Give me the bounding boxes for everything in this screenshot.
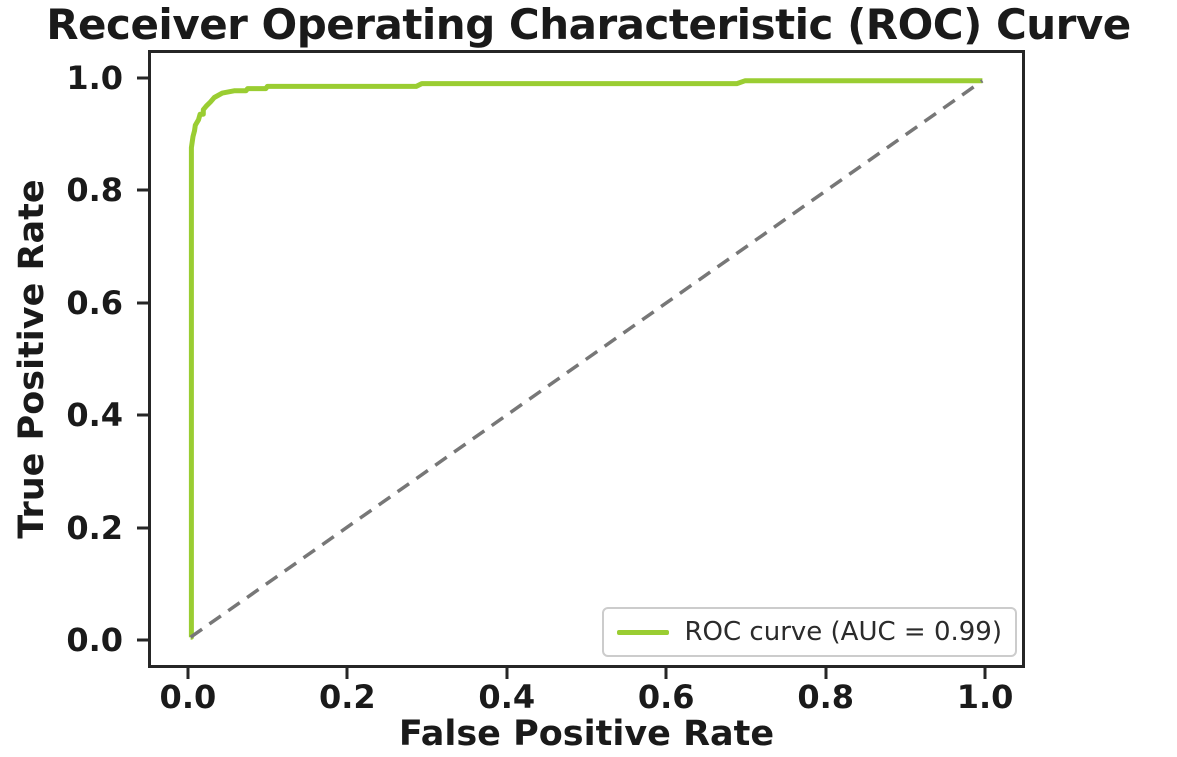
x-tick-mark [186,668,190,679]
roc-curve-line [188,78,983,640]
legend-box: ROC curve (AUC = 0.99) [602,607,1017,657]
y-tick-labels: 0.0 0.2 0.4 0.6 0.8 1.0 [0,50,131,668]
x-tick-labels: 0.0 0.2 0.4 0.6 0.8 1.0 [148,678,1025,716]
y-tick-label: 0.8 [66,171,123,210]
chance-diagonal-line [189,79,984,639]
x-tick-label: 1.0 [956,678,1014,716]
legend-roc-label: ROC curve (AUC = 0.99) [684,617,1002,647]
legend-roc-line-swatch [617,629,670,635]
x-tick-label: 0.4 [478,678,536,716]
x-axis-label: False Positive Rate [398,714,775,754]
x-axis-ticks [148,668,1025,679]
y-tick-mark [137,526,148,530]
y-tick-mark [137,301,148,305]
plot-svg [188,78,984,640]
y-tick-mark [137,76,148,80]
chart-title: Receiver Operating Characteristic (ROC) … [46,0,1131,49]
plot-area: ROC curve (AUC = 0.99) [148,50,1025,668]
x-tick-mark [505,668,509,679]
x-tick-label: 0.8 [797,678,854,716]
x-tick-mark [345,668,349,679]
y-tick-mark [137,638,148,642]
x-tick-label: 0.6 [637,678,695,716]
x-tick-label: 0.2 [318,678,376,716]
y-tick-label: 0.6 [66,283,123,322]
y-tick-mark [137,188,148,192]
x-tick-mark [824,668,828,679]
y-tick-label: 1.0 [66,59,123,98]
y-tick-label: 0.2 [66,508,123,547]
x-tick-mark [664,668,668,679]
x-tick-mark [983,668,987,679]
y-tick-mark [137,413,148,417]
y-tick-label: 0.0 [66,620,123,659]
y-tick-label: 0.4 [66,396,123,435]
x-tick-label: 0.0 [159,678,217,716]
y-axis-ticks [137,50,148,668]
